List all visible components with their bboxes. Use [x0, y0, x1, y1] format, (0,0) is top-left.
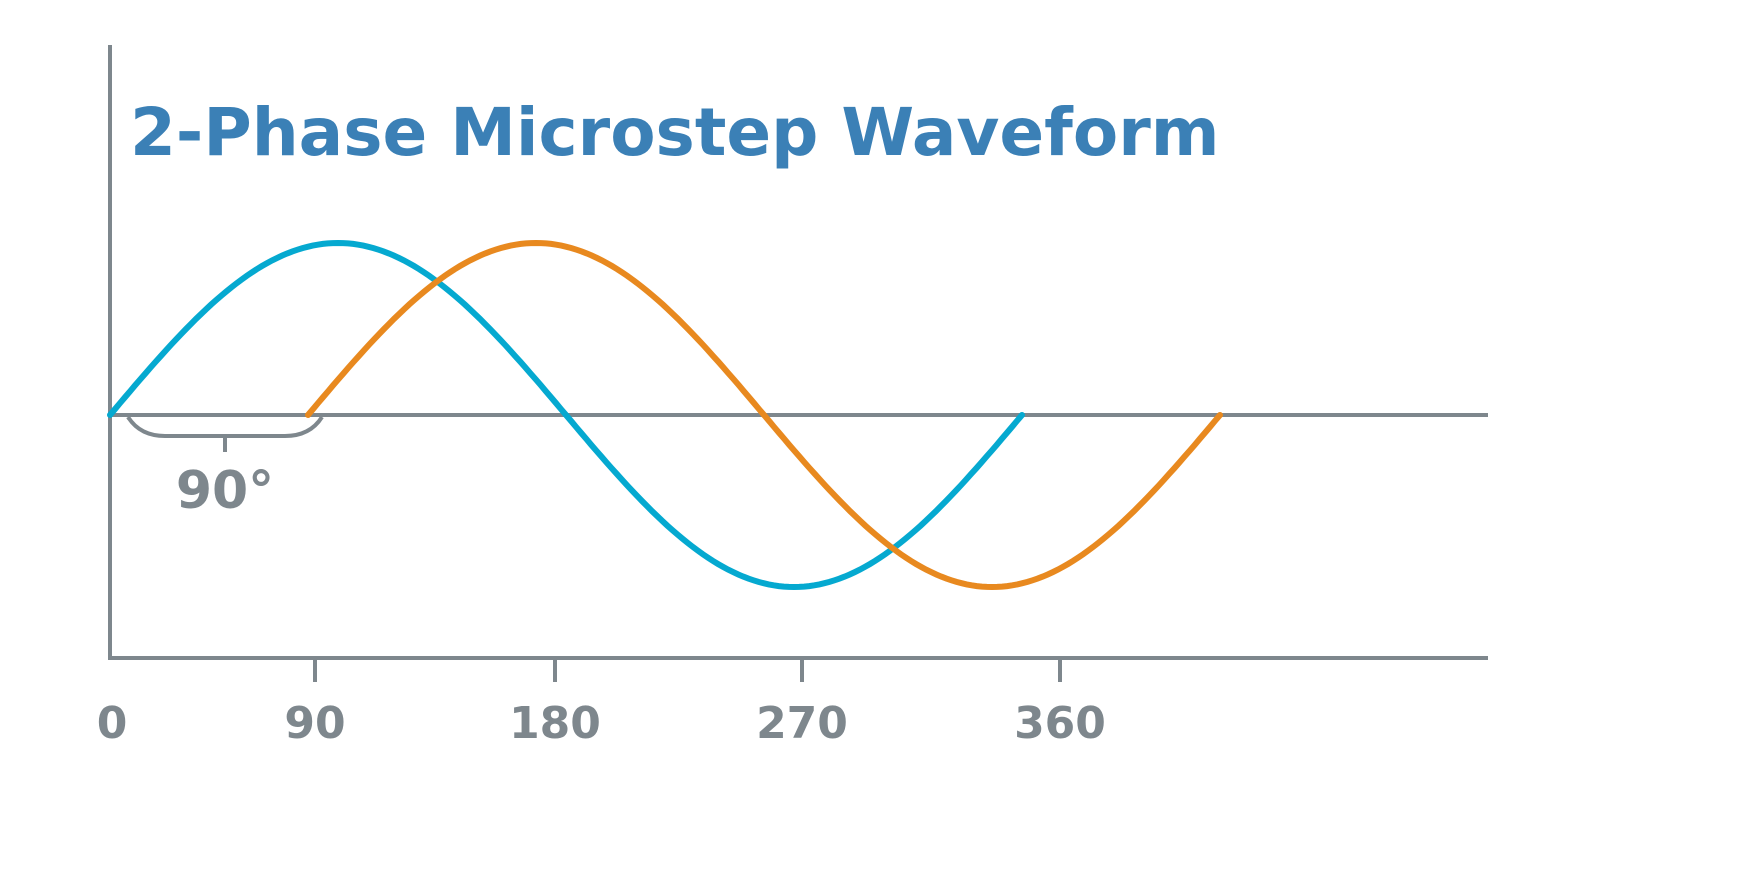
x-tick-label: 90 [284, 698, 345, 749]
x-tick-label: 0 [97, 698, 128, 749]
x-tick-label: 270 [756, 698, 848, 749]
x-tick-label: 180 [509, 698, 601, 749]
phase-shift-label: 90° [176, 461, 274, 521]
chart-title: 2-Phase Microstep Waveform [130, 94, 1220, 171]
phase-a-waveform [107, 239, 1025, 591]
phase-shift-bracket [126, 415, 324, 438]
x-tick-label: 360 [1014, 698, 1106, 749]
phase-b-waveform [305, 239, 1223, 591]
